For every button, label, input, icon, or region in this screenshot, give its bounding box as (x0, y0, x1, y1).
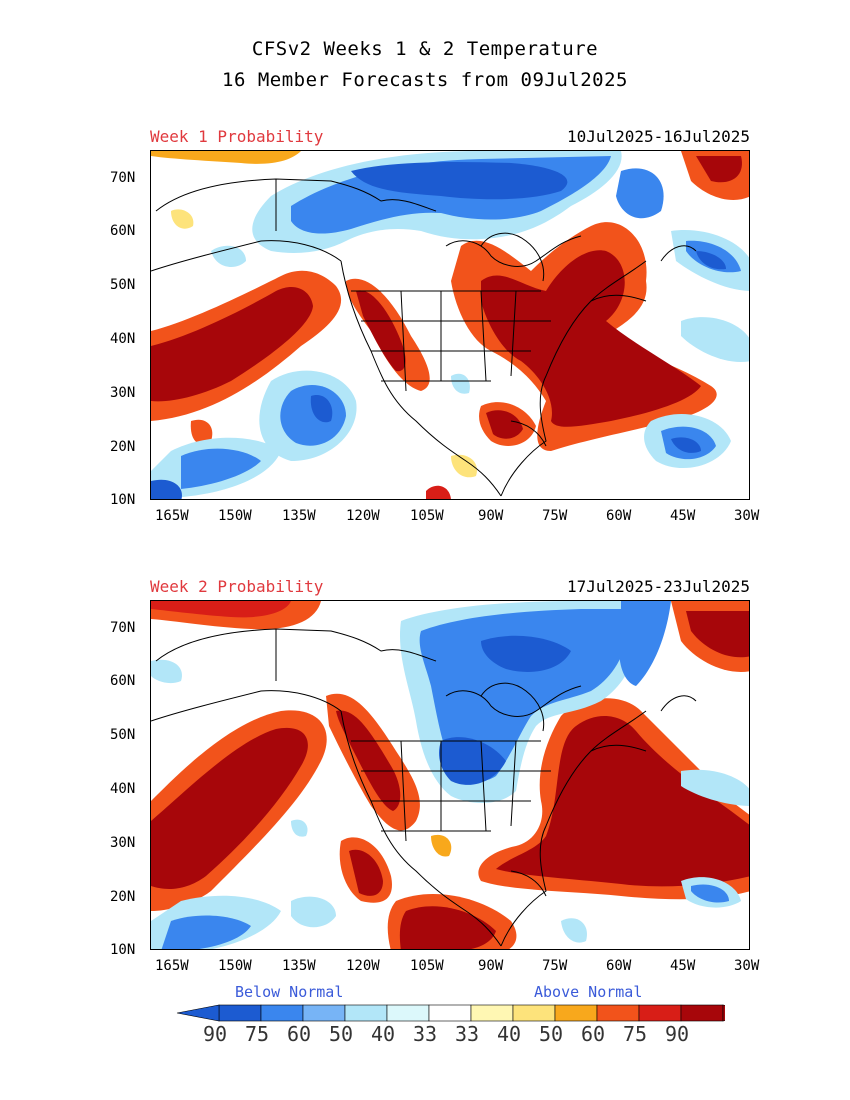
legend-num-above-33: 33 (455, 1022, 480, 1046)
panel2-map (150, 600, 750, 950)
panel1-date-range: 10Jul2025-16Jul2025 (566, 127, 750, 146)
panel1-lon-165w: 165W (155, 508, 189, 524)
panel2-lat-60n: 60N (110, 673, 136, 689)
panel1-below-normal-regions (151, 151, 749, 499)
panel2-lon-75w: 75W (542, 958, 568, 974)
legend-colorbar (176, 1004, 725, 1022)
panel2-lon-60w: 60W (606, 958, 632, 974)
panel1-lat-20n: 20N (110, 439, 136, 455)
panel2-lat-70n: 70N (110, 620, 136, 636)
legend-cell (470, 1004, 514, 1022)
legend-above-normal-label: Above Normal (534, 983, 643, 1001)
panel1-lat-50n: 50N (110, 277, 136, 293)
legend-cell (386, 1004, 430, 1022)
panel2-lat-40n: 40N (110, 781, 136, 797)
legend-num-above-50: 50 (539, 1022, 564, 1046)
panel2-above-normal-regions (151, 601, 749, 949)
legend-end-arrow-above (722, 1004, 725, 1022)
legend-cell (302, 1004, 346, 1022)
legend-cell (512, 1004, 556, 1022)
legend-num-below-60: 60 (287, 1022, 312, 1046)
legend-num-below-33: 33 (413, 1022, 438, 1046)
legend-cell (596, 1004, 640, 1022)
panel1-above-normal-regions (151, 151, 749, 499)
panel1-map (150, 150, 750, 500)
panel1-lon-30w: 30W (734, 508, 760, 524)
legend-cell (344, 1004, 388, 1022)
panel2-lon-105w: 105W (410, 958, 444, 974)
panel2-lon-30w: 30W (734, 958, 760, 974)
legend-num-above-75: 75 (623, 1022, 648, 1046)
panel1-lat-40n: 40N (110, 331, 136, 347)
panel1-lon-150w: 150W (218, 508, 252, 524)
legend-numbers: 90 75 60 50 40 33 33 40 50 60 75 90 (175, 1022, 725, 1048)
panel1-lat-70n: 70N (110, 170, 136, 186)
legend-num-below-75: 75 (245, 1022, 270, 1046)
panel1-lon-105w: 105W (410, 508, 444, 524)
legend-cell (218, 1004, 262, 1022)
panel1-lon-45w: 45W (670, 508, 696, 524)
panel1-lon-60w: 60W (606, 508, 632, 524)
legend-cell (680, 1004, 724, 1022)
legend-num-below-90: 90 (203, 1022, 228, 1046)
panel2-lon-165w: 165W (155, 958, 189, 974)
panel1-lon-135w: 135W (282, 508, 316, 524)
legend-num-above-90: 90 (665, 1022, 690, 1046)
panel2-lon-150w: 150W (218, 958, 252, 974)
panel1-week-label: Week 1 Probability (150, 127, 324, 146)
legend-below-normal-label: Below Normal (235, 983, 344, 1001)
map-title-line1: CFSv2 Weeks 1 & 2 Temperature (251, 38, 599, 60)
panel2-lat-30n: 30N (110, 835, 136, 851)
panel2-coastlines (151, 628, 697, 947)
legend-num-above-40: 40 (497, 1022, 522, 1046)
legend-cell (428, 1004, 472, 1022)
legend-cell (554, 1004, 598, 1022)
panel1-lat-60n: 60N (110, 223, 136, 239)
panel1-lon-120w: 120W (346, 508, 380, 524)
panel2-lat-10n: 10N (110, 942, 136, 958)
map-title-line2: 16 Member Forecasts from 09Jul2025 (222, 69, 628, 91)
panel2-lon-120w: 120W (346, 958, 380, 974)
panel2-lon-135w: 135W (282, 958, 316, 974)
panel2-date-range: 17Jul2025-23Jul2025 (566, 577, 750, 596)
panel1-lon-90w: 90W (478, 508, 504, 524)
panel2-lat-20n: 20N (110, 889, 136, 905)
panel2-below-normal-regions (151, 601, 749, 949)
panel2-lon-45w: 45W (670, 958, 696, 974)
legend-num-below-40: 40 (371, 1022, 396, 1046)
legend-cell (260, 1004, 304, 1022)
legend-num-above-60: 60 (581, 1022, 606, 1046)
panel2-week-label: Week 2 Probability (150, 577, 324, 596)
panel1-lon-75w: 75W (542, 508, 568, 524)
panel1-coastlines (151, 178, 697, 497)
panel1-lat-10n: 10N (110, 492, 136, 508)
legend-end-arrow-below (176, 1004, 220, 1022)
panel2-lon-90w: 90W (478, 958, 504, 974)
panel1-lat-30n: 30N (110, 385, 136, 401)
panel2-lat-50n: 50N (110, 727, 136, 743)
legend-cell (638, 1004, 682, 1022)
legend-num-below-50: 50 (329, 1022, 354, 1046)
